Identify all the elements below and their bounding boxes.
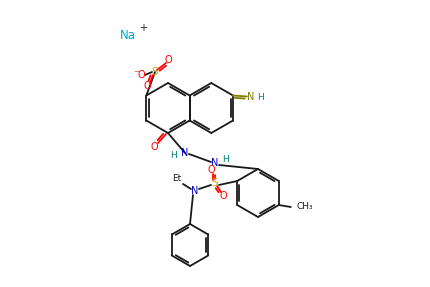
Text: S: S <box>151 67 158 77</box>
Text: Et: Et <box>172 174 181 183</box>
Text: N: N <box>191 186 198 196</box>
Text: O: O <box>219 191 226 201</box>
Text: ⁻: ⁻ <box>132 69 139 82</box>
Text: H: H <box>222 154 229 164</box>
Text: O: O <box>207 165 214 175</box>
Text: O: O <box>143 81 150 91</box>
Text: Na: Na <box>120 28 136 42</box>
Text: N: N <box>247 92 254 102</box>
Text: CH₃: CH₃ <box>296 203 313 212</box>
Text: N: N <box>211 158 218 168</box>
Text: H: H <box>257 93 264 102</box>
Text: N: N <box>181 148 188 158</box>
Text: S: S <box>211 178 218 188</box>
Text: O: O <box>137 70 144 80</box>
Text: H: H <box>170 150 177 160</box>
Text: O: O <box>150 142 157 152</box>
Text: O: O <box>164 55 172 65</box>
Text: +: + <box>139 23 147 33</box>
